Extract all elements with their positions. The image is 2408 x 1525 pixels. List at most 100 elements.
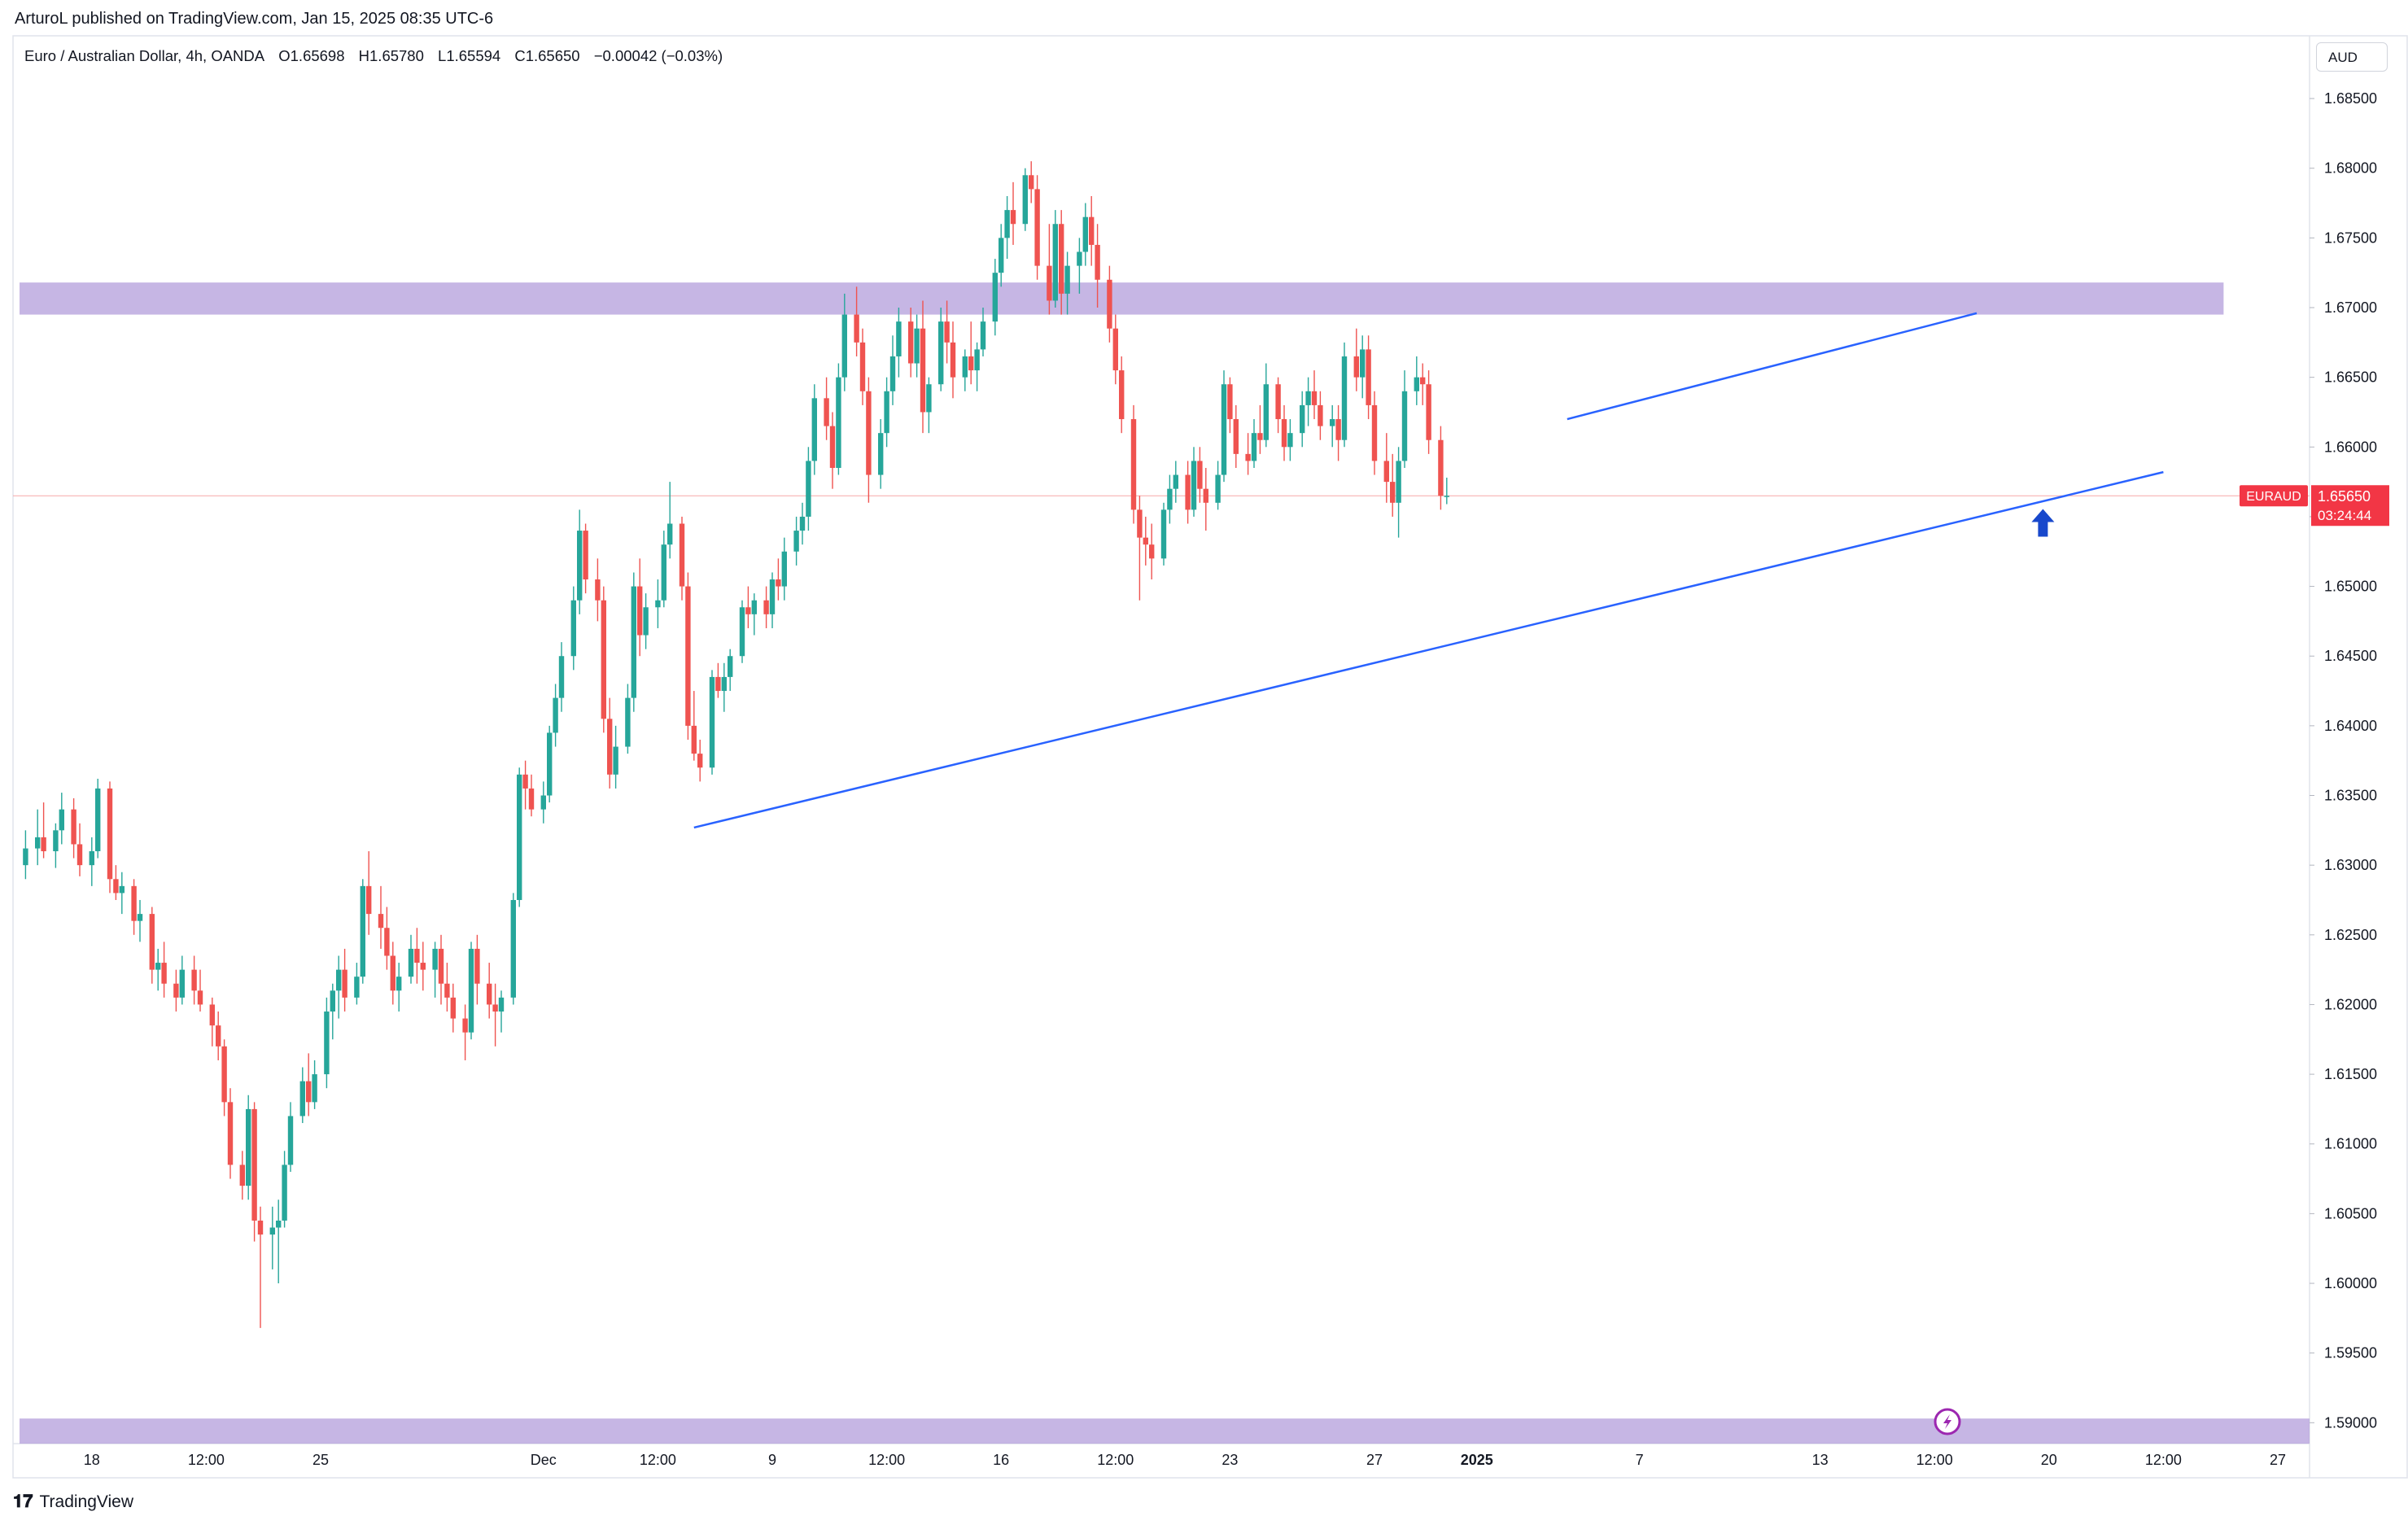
symbol-tag: EURAUD <box>2246 490 2301 504</box>
candle <box>1305 377 1311 426</box>
candle <box>558 642 565 712</box>
candle <box>763 586 769 628</box>
candle <box>330 983 335 1040</box>
price-tick-label: 1.63000 <box>2324 857 2377 873</box>
candle <box>1167 474 1173 524</box>
price-tick-label: 1.59500 <box>2324 1345 2377 1361</box>
candle <box>992 259 998 336</box>
time-tick-label: 2025 <box>1461 1452 1493 1468</box>
candle <box>1335 404 1341 461</box>
candle <box>35 809 41 866</box>
candle <box>1143 516 1148 566</box>
symbol-legend: Euro / Australian Dollar, 4h, OANDA O1.6… <box>24 47 732 65</box>
candle <box>89 837 94 886</box>
candle <box>209 997 215 1047</box>
candle <box>131 879 137 935</box>
candle <box>811 384 817 475</box>
candle <box>179 955 185 1005</box>
candle <box>173 969 179 1012</box>
candle <box>793 516 799 566</box>
candle <box>667 482 673 559</box>
arrow-up-icon[interactable] <box>2031 509 2055 537</box>
candle <box>360 879 365 984</box>
candle <box>1149 523 1155 580</box>
candle <box>517 767 522 907</box>
candle <box>1383 433 1389 503</box>
candle <box>553 684 558 747</box>
candle <box>914 314 920 378</box>
candle <box>239 1151 245 1200</box>
candle <box>1112 314 1118 385</box>
price-tick-label: 1.61000 <box>2324 1136 2377 1152</box>
upper-trendline[interactable] <box>1567 312 1978 421</box>
price-tick-label: 1.64500 <box>2324 648 2377 664</box>
candle <box>896 308 902 378</box>
candle <box>1341 342 1348 448</box>
candle <box>1064 251 1070 315</box>
candle <box>1426 370 1431 454</box>
time-axis[interactable]: 18 12:00 25 Dec 12:00 9 12:00 16 12:00 23 27 2025 7 1… <box>84 1452 2286 1468</box>
price-tick-label: 1.68500 <box>2324 90 2377 107</box>
time-tick-label: 16 <box>993 1452 1009 1468</box>
legend-close: C1.65650 <box>514 47 580 64</box>
candle <box>721 662 727 712</box>
candle <box>528 774 535 817</box>
price-tick-label: 1.60000 <box>2324 1275 2377 1291</box>
zones-layer <box>20 282 2310 1444</box>
candle <box>613 725 618 789</box>
candle <box>408 934 414 984</box>
candle <box>1203 467 1208 531</box>
legend-high: H1.65780 <box>358 47 424 64</box>
price-tick-label: 1.67500 <box>2324 229 2377 246</box>
time-tick-label: 12:00 <box>640 1452 676 1468</box>
legend-open: O1.65698 <box>278 47 345 64</box>
currency-selector-button[interactable]: AUD <box>2316 42 2388 72</box>
candle <box>595 558 601 622</box>
drawings-layer[interactable] <box>693 312 2164 829</box>
candle <box>1059 210 1064 315</box>
chart-frame <box>12 35 2408 1479</box>
time-tick-label: 12:00 <box>868 1452 905 1468</box>
candle <box>1022 168 1028 231</box>
candle <box>23 830 28 880</box>
candle <box>1082 203 1088 266</box>
candle <box>251 1102 257 1242</box>
candle <box>41 802 46 859</box>
candle <box>462 1004 468 1060</box>
support-zone[interactable] <box>20 1418 2310 1444</box>
time-tick-label: 9 <box>768 1452 776 1468</box>
candle <box>1029 161 1034 203</box>
candle <box>522 760 528 810</box>
candle <box>1330 404 1335 448</box>
legend-symbol: Euro / Australian Dollar, 4h, OANDA <box>24 47 265 64</box>
bar-countdown: 03:24:44 <box>2318 508 2371 523</box>
candle <box>420 942 426 991</box>
candle <box>1251 419 1257 468</box>
candle <box>1119 356 1125 434</box>
candle <box>829 412 836 489</box>
time-tick-label: 7 <box>1636 1452 1644 1468</box>
candle <box>889 335 896 405</box>
lower-trendline[interactable] <box>693 470 2164 829</box>
candle <box>59 793 64 845</box>
price-tick-label: 1.62000 <box>2324 996 2377 1012</box>
candle <box>679 516 685 601</box>
candle <box>697 740 703 782</box>
replay-lightning-icon[interactable] <box>1934 1408 1961 1435</box>
candle <box>1366 335 1371 420</box>
price-axis[interactable]: 1.68500 1.68000 1.67500 1.67000 1.66500 1.660… <box>2310 90 2377 1431</box>
candle <box>384 907 390 970</box>
candle <box>540 781 546 824</box>
candle <box>1221 370 1227 483</box>
candle <box>1371 391 1378 475</box>
candle <box>1215 461 1221 510</box>
price-tick-label: 1.61500 <box>2324 1066 2377 1082</box>
candle <box>197 969 203 1012</box>
candle <box>227 1088 234 1179</box>
candle <box>859 328 866 405</box>
time-tick-label: 13 <box>1812 1452 1829 1468</box>
candle <box>1287 419 1293 461</box>
candle <box>299 1067 305 1124</box>
resistance-zone[interactable] <box>20 282 2224 315</box>
